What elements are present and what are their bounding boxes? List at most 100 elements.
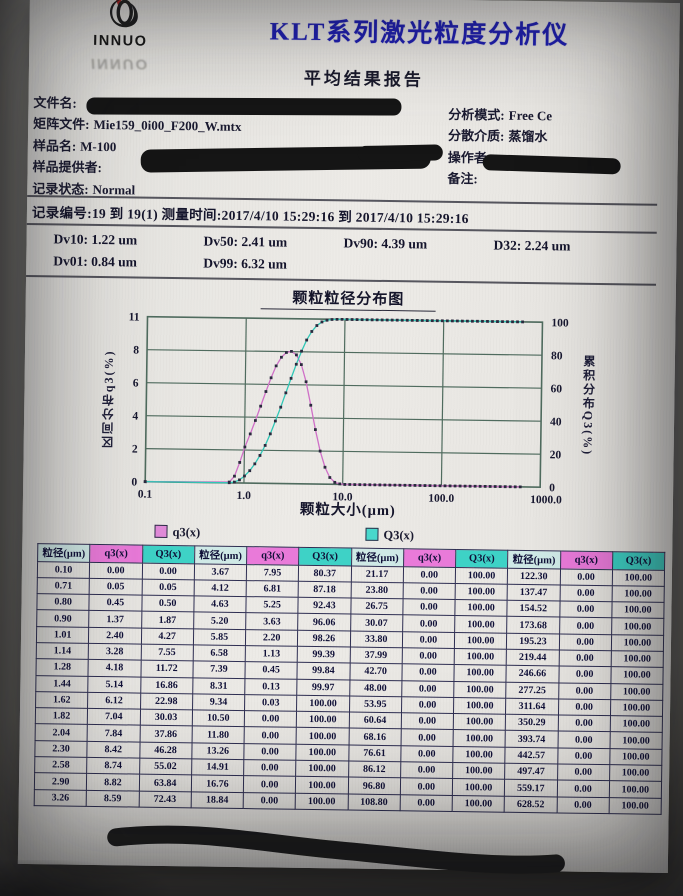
table-cell: 0.00 [556, 796, 610, 814]
table-cell: 5.25 [245, 596, 299, 614]
data-marker [345, 318, 349, 321]
table-cell: 11.72 [140, 660, 193, 678]
table-cell: 100.00 [296, 695, 350, 713]
innuo-logo: INNUO [93, 0, 148, 50]
table-cell: 46.28 [139, 741, 192, 759]
table-cell: 1.62 [35, 691, 89, 709]
data-marker [294, 353, 298, 357]
table-cell: 16.76 [191, 775, 244, 793]
table-cell: 9.34 [192, 693, 245, 711]
data-marker [445, 319, 449, 323]
table-cell: 0.10 [37, 561, 90, 579]
data-marker [338, 482, 342, 486]
table-cell: 26.75 [350, 598, 403, 616]
info-value: Free Ce [508, 107, 553, 124]
table-header-cell: 粒径(μm) [37, 543, 91, 562]
data-marker [448, 484, 452, 488]
data-marker [511, 320, 514, 324]
data-marker [388, 483, 392, 487]
table-cell: 195.23 [506, 632, 560, 650]
table-cell: 0.45 [89, 594, 142, 612]
data-marker [508, 485, 512, 489]
data-marker [413, 484, 417, 487]
data-marker [284, 391, 288, 395]
table-cell: 100.00 [452, 762, 506, 780]
table-cell: 7.55 [140, 644, 194, 662]
data-marker [473, 484, 477, 488]
table-cell: 2.90 [34, 772, 87, 791]
table-cell: 0.80 [36, 593, 90, 611]
table-cell: 0.00 [401, 664, 455, 682]
table-cell: 0.00 [401, 712, 454, 730]
table-cell: 100.00 [454, 599, 508, 617]
table-cell: 2.20 [245, 629, 298, 647]
dv-stat: Dv99: 6.32 um [203, 255, 287, 272]
legend-Q3: Q3(x) [365, 527, 415, 543]
grid-line-v [243, 318, 247, 484]
data-marker [428, 484, 432, 488]
table-cell: 42.70 [349, 663, 402, 681]
data-marker [378, 483, 382, 487]
data-marker [491, 320, 494, 323]
table-header-cell: Q3(x) [298, 547, 352, 566]
table-cell: 1.44 [35, 675, 89, 693]
table-cell: 0.00 [557, 698, 611, 716]
data-marker [365, 318, 369, 322]
table-cell: 2.40 [88, 627, 142, 645]
data-marker [348, 483, 352, 486]
table-cell: 100.00 [611, 601, 665, 619]
data-marker [516, 320, 519, 324]
table-cell: 100.00 [610, 666, 664, 684]
table-cell: 21.17 [350, 565, 404, 583]
info-label: 样品提供者: [32, 159, 103, 176]
table-cell: 100.00 [453, 713, 506, 731]
data-marker [318, 449, 322, 453]
table-cell: 497.47 [504, 763, 558, 781]
data-marker [264, 390, 268, 393]
table-cell: 48.00 [349, 679, 402, 697]
table-cell: 0.00 [557, 715, 611, 733]
x-axis-label: 颗粒大小(μm) [299, 501, 396, 520]
left-axis-tick: 11 [129, 311, 140, 323]
data-marker [253, 419, 257, 422]
data-marker [476, 319, 479, 323]
info-line: 分散介质: 蒸馏水 [448, 125, 552, 148]
table-cell: 6.12 [87, 692, 141, 710]
table-cell: 0.00 [400, 761, 453, 779]
table-cell: 92.43 [298, 597, 351, 615]
table-cell: 96.06 [297, 613, 351, 631]
table-cell: 7.04 [87, 708, 141, 726]
data-marker [310, 330, 314, 333]
table-cell: 137.47 [507, 584, 560, 602]
data-marker [513, 485, 517, 489]
data-marker [493, 485, 497, 488]
data-marker [383, 483, 387, 487]
data-marker [486, 319, 489, 323]
table-cell: 0.00 [243, 759, 297, 777]
table-header-cell: q3(x) [246, 546, 300, 565]
table-cell: 100.00 [452, 778, 505, 796]
table-cell: 53.95 [349, 695, 402, 713]
table-cell: 173.68 [506, 616, 560, 634]
table-cell: 8.42 [87, 741, 140, 759]
data-marker [248, 432, 252, 436]
data-marker [481, 319, 484, 323]
table-cell: 0.00 [557, 763, 610, 782]
info-line: 矩阵文件: Mie159_0i00_F200_W.mtx [33, 113, 242, 137]
table-cell: 100.00 [610, 650, 664, 668]
table-cell: 0.03 [244, 694, 297, 712]
data-marker [227, 481, 231, 485]
data-marker [503, 485, 507, 489]
data-marker [355, 318, 359, 322]
data-marker [340, 317, 344, 321]
grid-line-h [146, 415, 542, 422]
table-cell: 5.85 [193, 628, 246, 646]
table-cell: 0.00 [402, 615, 455, 633]
data-marker [483, 484, 487, 488]
table-cell: 0.00 [402, 582, 456, 600]
table-cell: 100.00 [608, 797, 662, 815]
table-cell: 0.00 [556, 780, 610, 798]
table-cell: 100.00 [609, 748, 663, 766]
table-cell: 1.01 [36, 626, 89, 644]
legend-Q3-label: Q3(x) [383, 527, 415, 543]
